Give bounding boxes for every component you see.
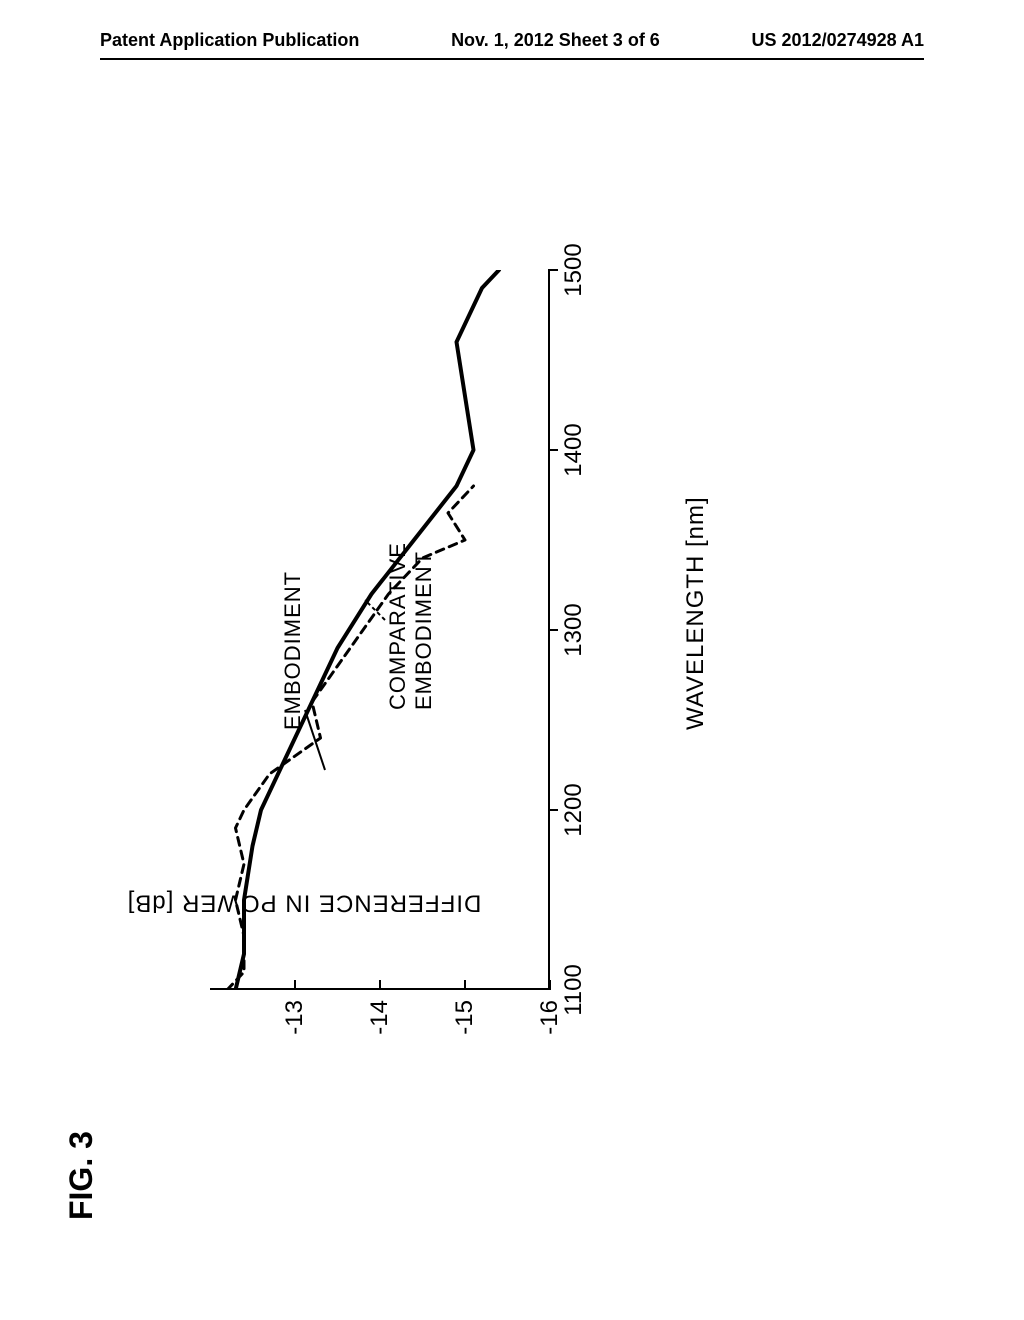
page-header: Patent Application Publication Nov. 1, 2… (0, 30, 1024, 51)
x-tick-label: 1200 (560, 783, 588, 836)
y-tick-label: -14 (366, 1000, 394, 1035)
y-tick-label: -15 (451, 1000, 479, 1035)
header-center: Nov. 1, 2012 Sheet 3 of 6 (451, 30, 660, 51)
x-tick-label: 1400 (560, 423, 588, 476)
plot-inner: DIFFERENCE IN POWER [dB] WAVELENGTH [nm]… (210, 210, 630, 1070)
x-axis-label: WAVELENGTH [nm] (682, 496, 710, 730)
x-tick-label: 1500 (560, 243, 588, 296)
series-line (236, 270, 500, 990)
figure-label: FIG. 3 (63, 1070, 100, 1220)
y-tick-label: -13 (281, 1000, 309, 1035)
leader-line (305, 710, 325, 770)
header-right: US 2012/0274928 A1 (752, 30, 924, 51)
header-left: Patent Application Publication (100, 30, 359, 51)
series-label: COMPARATIVE EMBODIMENT (385, 542, 438, 710)
x-tick-label: 1300 (560, 603, 588, 656)
series-label: EMBODIMENT (280, 571, 306, 730)
figure-container: FIG. 3 DIFFERENCE IN POWER [dB] WAVELENG… (100, 140, 924, 1240)
header-divider (100, 58, 924, 60)
chart-svg (210, 270, 550, 990)
chart-area: DIFFERENCE IN POWER [dB] WAVELENGTH [nm]… (80, 340, 1024, 940)
x-tick-label: 1100 (560, 964, 588, 1016)
